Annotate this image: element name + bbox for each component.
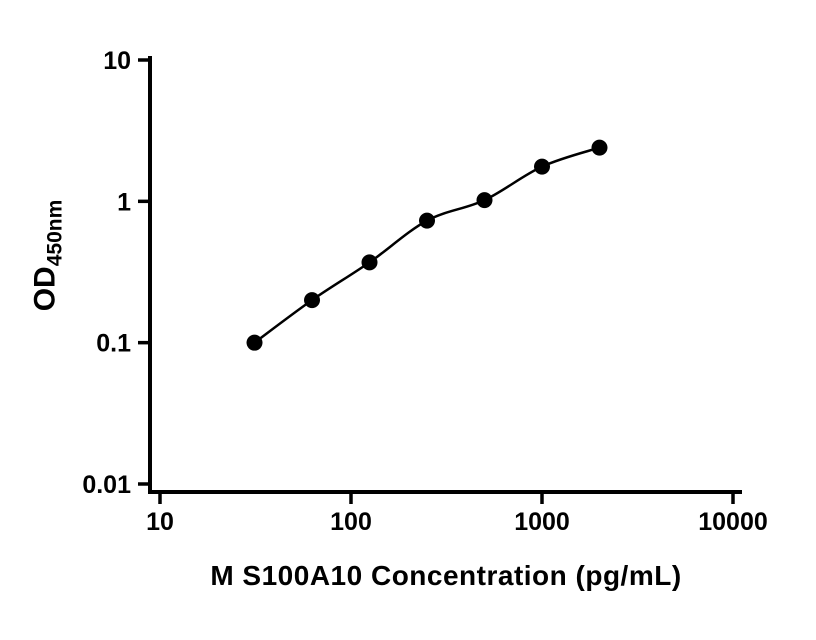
y-tick-label: 0.01 — [82, 471, 131, 499]
x-tick-label: 10000 — [698, 508, 768, 536]
y-axis-title: OD450nm — [29, 144, 68, 368]
y-axis-title-subscript: 450nm — [43, 199, 67, 267]
y-tick-label: 10 — [103, 47, 131, 75]
standard-curve-line — [253, 146, 600, 344]
data-point — [591, 139, 608, 156]
y-axis-title-main: OD — [28, 266, 62, 312]
y-tick-label: 0.1 — [96, 330, 131, 358]
data-point — [419, 212, 436, 229]
data-point — [361, 254, 378, 271]
y-tick-label: 1 — [117, 188, 131, 216]
x-tick-label: 1000 — [514, 508, 570, 536]
data-point — [476, 192, 493, 209]
x-axis-title: M S100A10 Concentration (pg/mL) — [210, 560, 682, 591]
x-tick-label: 100 — [330, 508, 372, 536]
data-point — [534, 158, 550, 175]
x-tick-label: 10 — [146, 508, 174, 536]
data-point — [246, 334, 263, 351]
data-point — [304, 292, 321, 309]
